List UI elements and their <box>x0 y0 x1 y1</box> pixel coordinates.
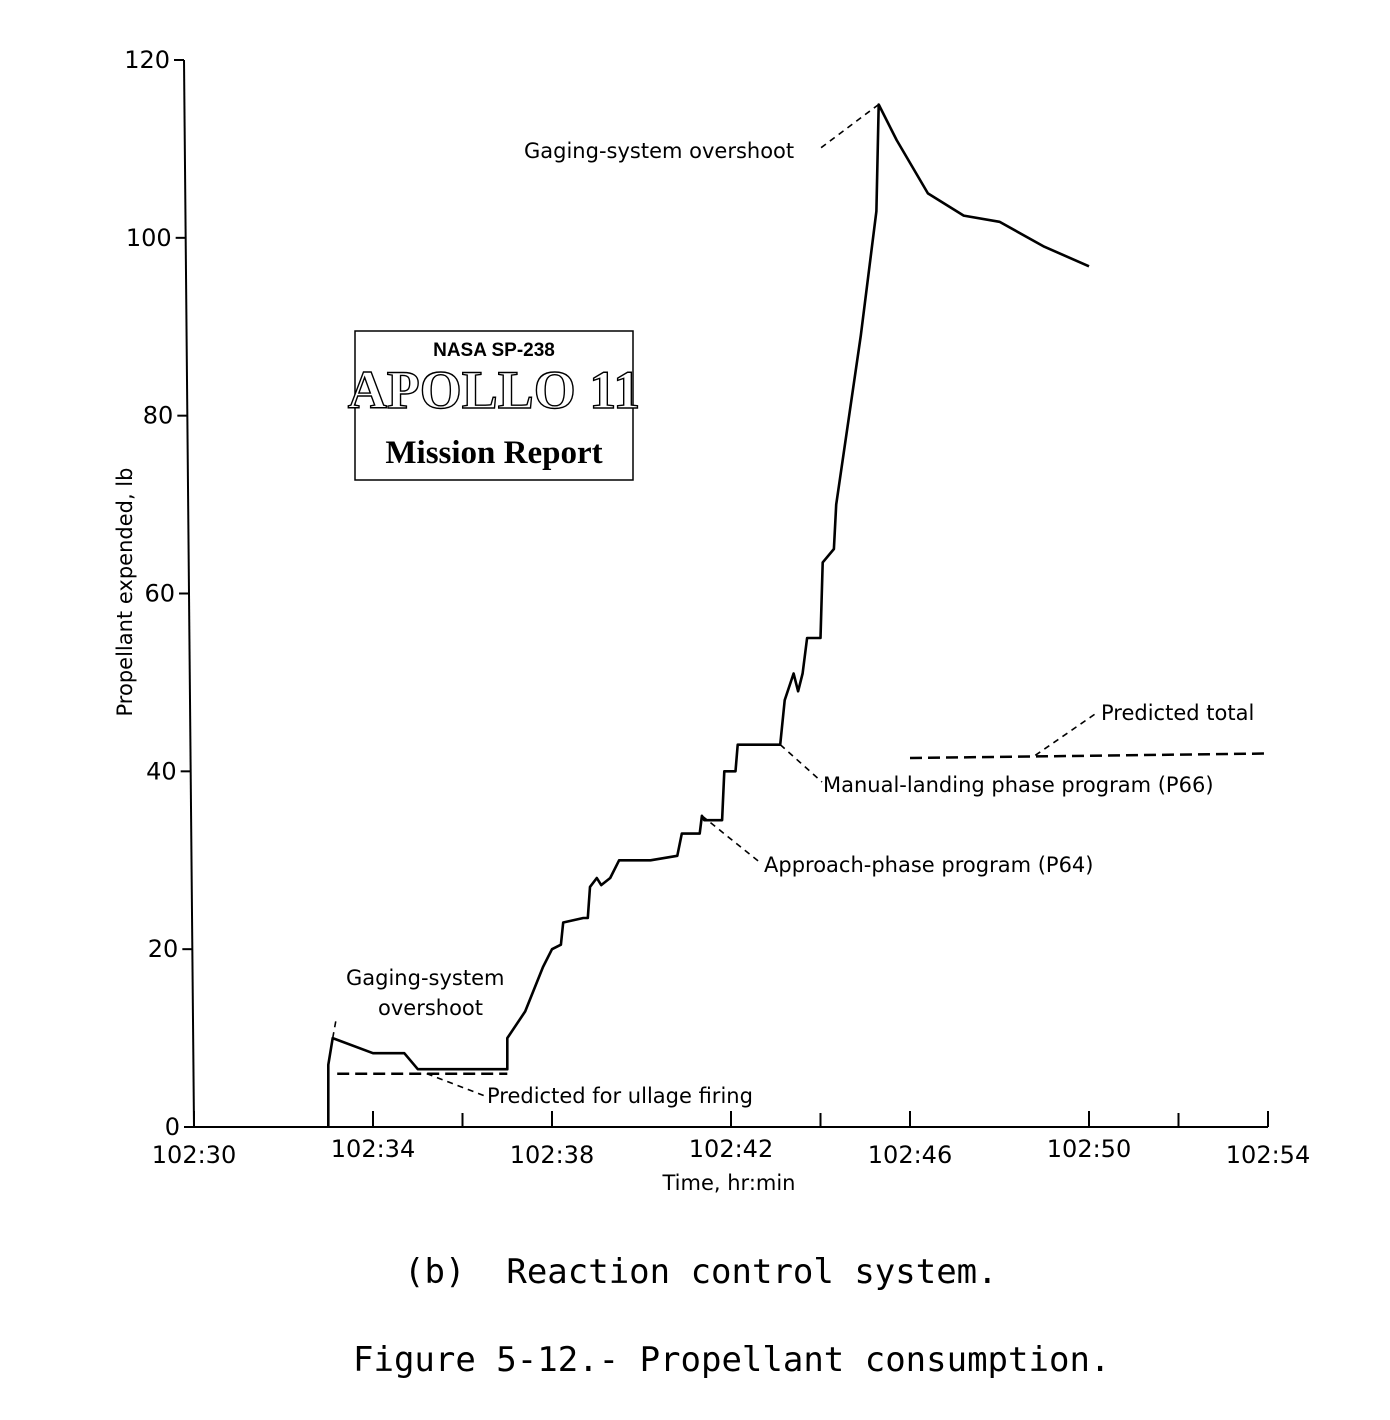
y-tick-label: 20 <box>148 935 179 963</box>
stamp-subtitle: Mission Report <box>385 435 602 471</box>
stamp-title-logo: APOLLO 11 <box>348 360 641 420</box>
y-tick-label: 60 <box>144 580 175 608</box>
annotation-leaders <box>331 103 1099 1097</box>
annotation-ullage: Predicted for ullage firing <box>487 1084 753 1108</box>
annotation-leader-line <box>331 1019 337 1039</box>
annotation-p64: Approach-phase program (P64) <box>764 853 1093 877</box>
x-tick-label: 102:46 <box>868 1141 952 1169</box>
x-tick-label: 102:42 <box>689 1135 773 1163</box>
figure-caption: Figure 5-12.- Propellant consumption. <box>353 1340 1110 1380</box>
sub-caption: (b) Reaction control system. <box>404 1252 998 1292</box>
annotation-line: overshoot <box>378 996 483 1020</box>
annotation-gaging-overshoot-top: Gaging-system overshoot <box>524 139 794 163</box>
x-tick-label: 102:34 <box>331 1135 415 1163</box>
x-axis-label: Time, hr:min <box>662 1171 796 1195</box>
x-tick-label: 102:50 <box>1047 1135 1131 1163</box>
consumption-series-line <box>327 103 1090 1127</box>
y-tick-label: 40 <box>146 757 177 785</box>
annotation-leader-line <box>779 744 823 783</box>
y-tick-label: 0 <box>165 1113 180 1141</box>
annotation-line: Gaging-system <box>346 966 504 990</box>
apollo-11-stamp: NASA SP-238 APOLLO 11 Mission Report <box>347 330 641 481</box>
y-tick-label: 80 <box>143 402 174 430</box>
y-tick-label: 120 <box>124 46 170 74</box>
annotation-leader-line <box>1034 711 1099 756</box>
annotation-p66: Manual-landing phase program (P66) <box>823 773 1214 797</box>
dashed-series-line <box>909 752 1269 760</box>
annotation-leader-line <box>701 815 763 865</box>
y-tick-label: 100 <box>126 224 172 252</box>
annotation-leader-line <box>426 1072 486 1097</box>
x-tick-label: 102:30 <box>152 1141 236 1169</box>
x-tick-label: 102:38 <box>510 1141 594 1169</box>
x-tick-label: 102:54 <box>1226 1141 1310 1169</box>
tick-labels: 102:30 102:34 102:38 102:42 102:46 102:50 102:… <box>124 46 1310 1169</box>
y-axis-label: Propellant expended, lb <box>113 468 137 717</box>
annotation-predicted-total: Predicted total <box>1101 701 1254 725</box>
data-series <box>327 103 1269 1127</box>
annotation-gaging-overshoot-low: Gaging-system overshoot <box>346 966 504 1020</box>
annotation-leader-line <box>817 103 880 151</box>
stamp-series-number: NASA SP-238 <box>433 340 555 361</box>
